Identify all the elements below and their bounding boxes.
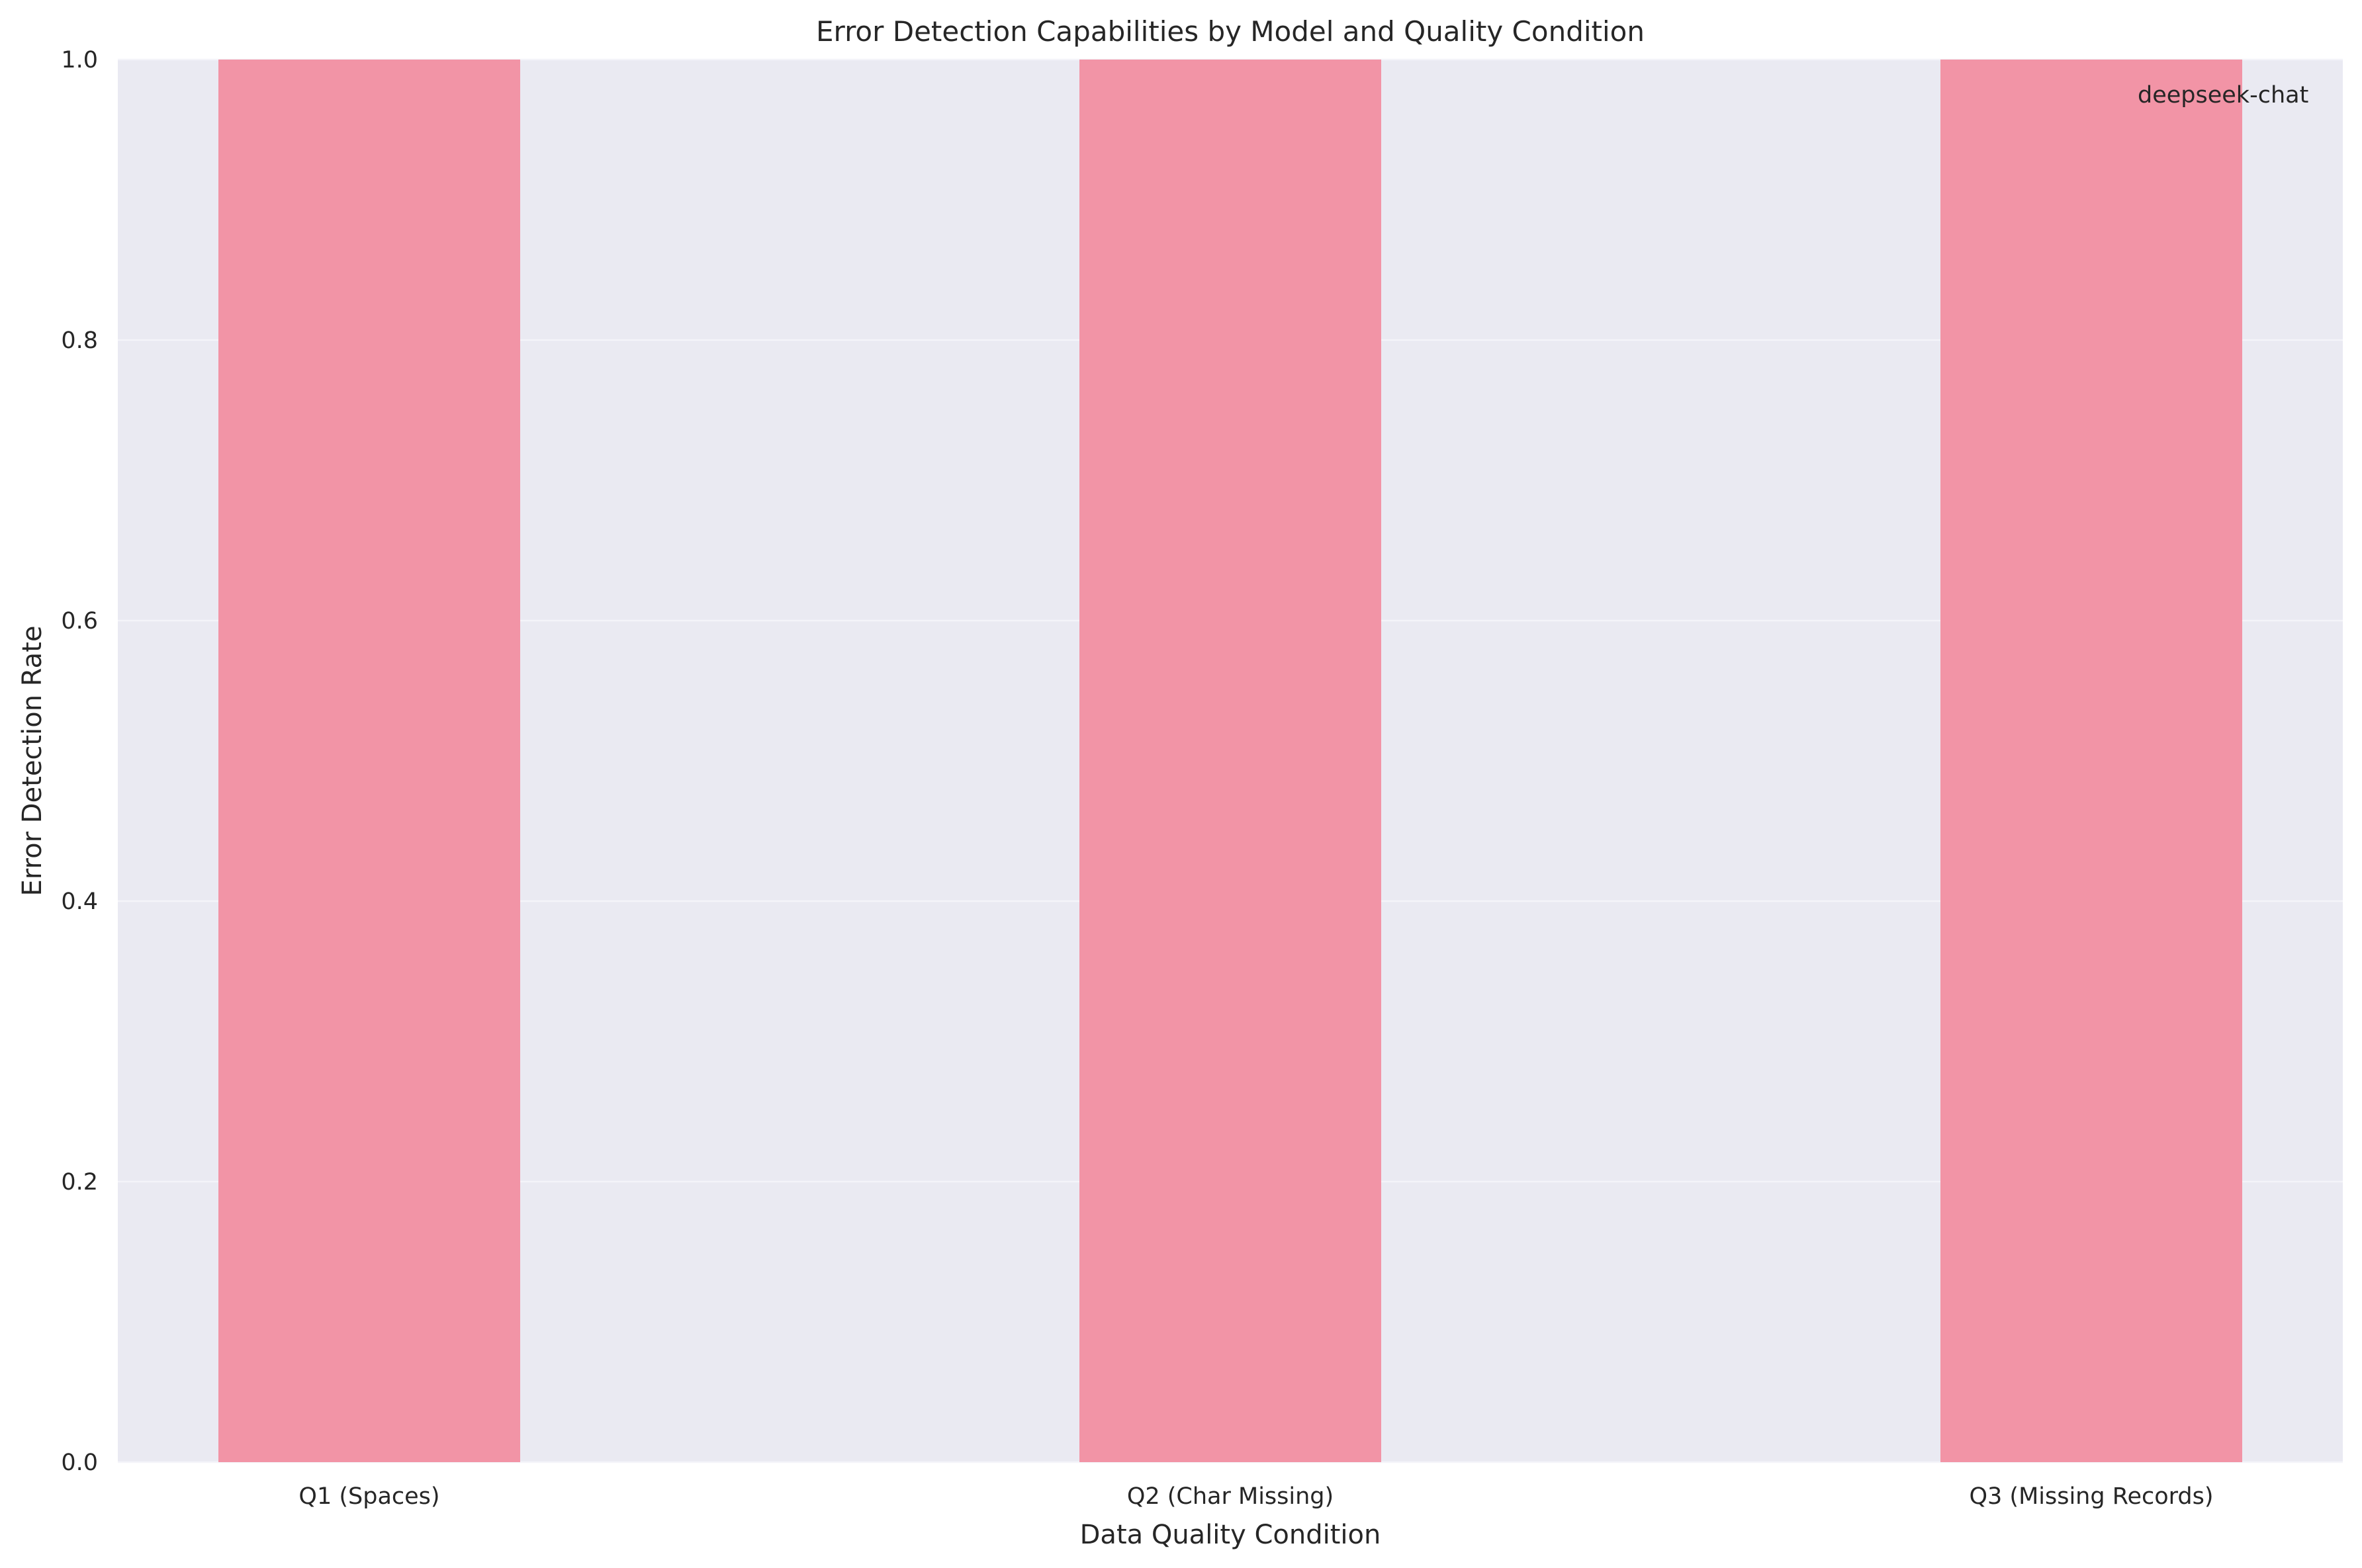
legend: deepseek-chat bbox=[2060, 82, 2308, 109]
y-tick-label: 0.8 bbox=[61, 327, 98, 354]
y-tick-label: 0.6 bbox=[61, 608, 98, 634]
bar-2 bbox=[1079, 60, 1381, 1462]
bar-1 bbox=[218, 60, 520, 1462]
y-axis-ticks: 0.0 0.2 0.4 0.6 0.8 1.0 bbox=[61, 47, 98, 1476]
bar-3 bbox=[1940, 60, 2242, 1462]
legend-swatch bbox=[2060, 85, 2115, 105]
x-tick-label: Q2 (Char Missing) bbox=[1127, 1483, 1334, 1510]
y-tick-label: 0.4 bbox=[61, 889, 98, 915]
y-axis-label: Error Detection Rate bbox=[17, 626, 48, 896]
y-tick-label: 0.2 bbox=[61, 1169, 98, 1196]
chart-title: Error Detection Capabilities by Model an… bbox=[816, 15, 1645, 48]
x-axis-ticks: Q1 (Spaces) Q2 (Char Missing) Q3 (Missing … bbox=[298, 1483, 2213, 1510]
x-tick-label: Q3 (Missing Records) bbox=[1969, 1483, 2213, 1510]
legend-label-deepseek-chat: deepseek-chat bbox=[2138, 82, 2308, 109]
x-tick-label: Q1 (Spaces) bbox=[298, 1483, 439, 1510]
bars bbox=[218, 60, 2242, 1462]
y-tick-label: 1.0 bbox=[61, 47, 98, 73]
y-tick-label: 0.0 bbox=[61, 1450, 98, 1476]
x-axis-label: Data Quality Condition bbox=[1080, 1520, 1381, 1550]
